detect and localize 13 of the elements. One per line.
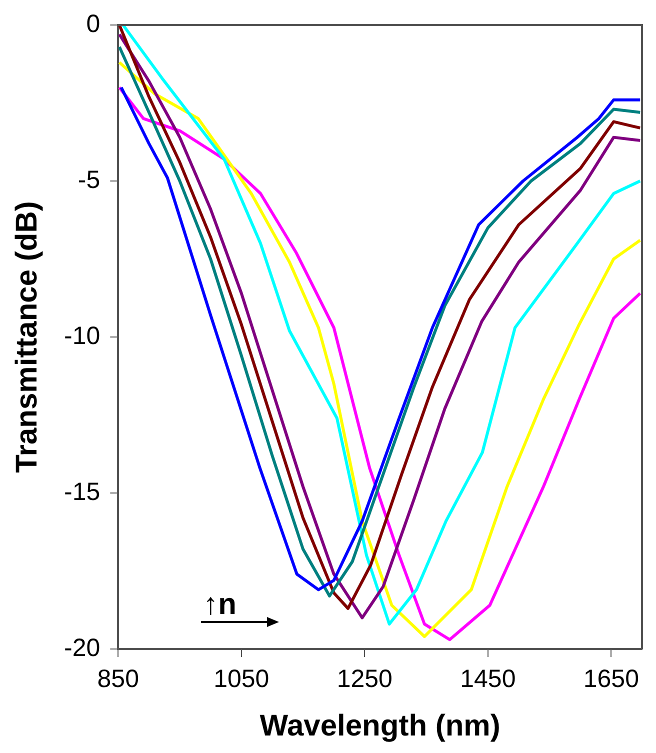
x-tick-label: 1450 [460,664,516,693]
x-tick-label: 1250 [336,664,392,693]
x-tick-label: 1050 [214,664,270,693]
y-tick-label: -15 [64,478,100,506]
y-tick-label: -10 [64,322,100,350]
y-axis-title: Transmittance (dB) [10,201,44,473]
y-tick-label: 0 [86,10,100,38]
y-tick-label: -5 [78,166,100,194]
annotation: ↑n [203,588,236,621]
x-axis-title: Wavelength (nm) [260,709,500,742]
x-tick-label: 850 [97,664,139,693]
y-tick-label: -20 [64,634,100,662]
x-tick-label: 1650 [583,664,639,693]
